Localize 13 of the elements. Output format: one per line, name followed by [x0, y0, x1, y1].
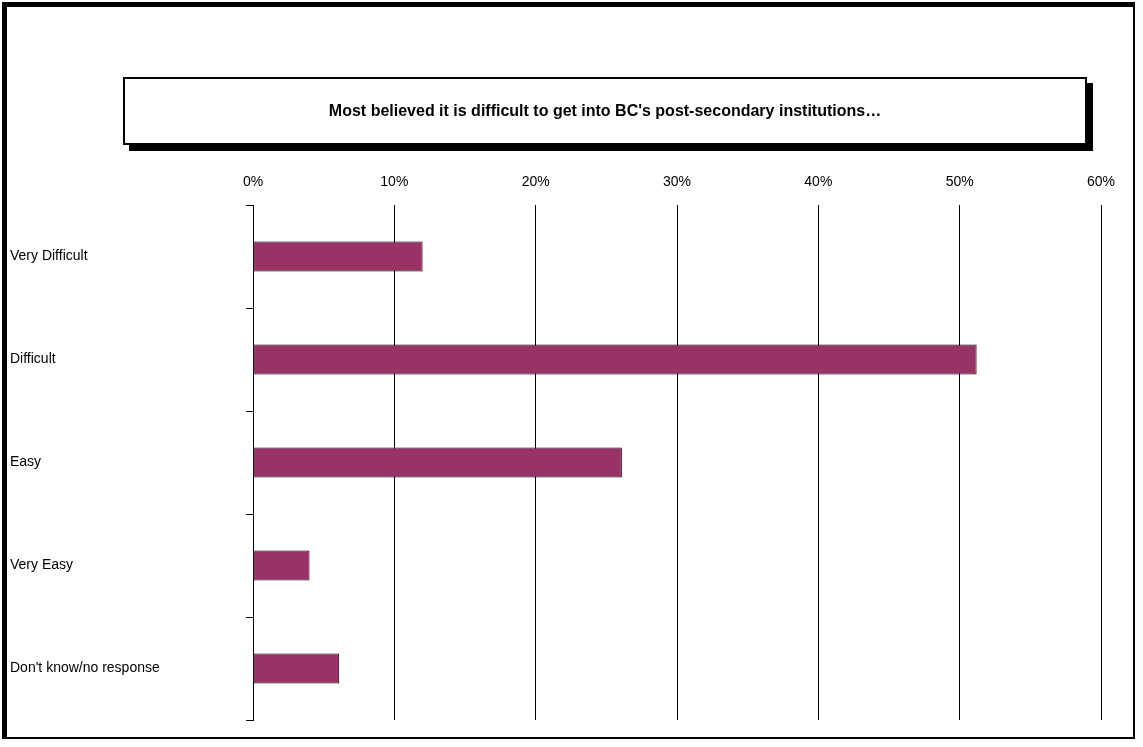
x-tick-label: 0%: [242, 173, 264, 190]
y-tick-label: Very Easy: [10, 556, 74, 573]
x-tick-label: 40%: [804, 173, 833, 190]
chart-title: Most believed it is difficult to get into BC's post-secondary institutions…: [123, 77, 1087, 145]
x-tick-label: 60%: [1086, 173, 1116, 190]
x-tick-label: 10%: [380, 173, 409, 190]
x-tick-label: 50%: [945, 173, 974, 190]
x-tick-label: 20%: [521, 173, 550, 190]
y-tick-label: Don't know/no response: [10, 659, 160, 676]
y-tick-label: Very Difficult: [10, 247, 88, 264]
y-tick-label: Difficult: [10, 350, 56, 367]
x-tick-label: 30%: [662, 173, 692, 190]
y-tick-label: Easy: [10, 453, 42, 470]
